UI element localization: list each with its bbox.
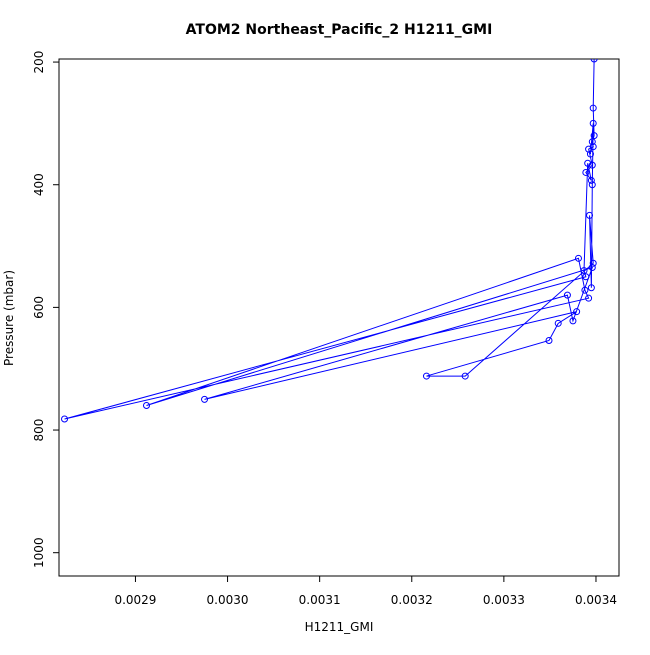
data-point — [574, 254, 582, 262]
data-point — [588, 181, 596, 189]
data-point — [590, 59, 598, 63]
data-point — [586, 211, 594, 219]
x-tick-label: 0.0031 — [299, 593, 341, 607]
plot-area — [61, 59, 598, 423]
data-point — [587, 284, 595, 292]
data-point — [585, 294, 593, 302]
plot-frame — [58, 58, 620, 577]
data-point — [545, 336, 553, 344]
data-point — [461, 372, 469, 380]
x-tick-label: 0.0033 — [483, 593, 525, 607]
data-point — [569, 317, 577, 325]
data-point — [582, 273, 590, 281]
series-line — [64, 59, 595, 420]
y-tick-label: 400 — [32, 173, 46, 196]
data-point — [590, 132, 598, 140]
data-point — [554, 319, 562, 327]
data-point — [581, 286, 589, 294]
x-axis-label: H1211_GMI — [305, 620, 374, 634]
chart-title: ATOM2 Northeast_Pacific_2 H1211_GMI — [186, 22, 493, 38]
data-point — [588, 138, 596, 146]
y-tick-label: 200 — [32, 51, 46, 74]
data-point — [586, 150, 594, 158]
y-tick-label: 800 — [32, 419, 46, 442]
data-point — [589, 104, 597, 112]
y-axis-label: Pressure (mbar) — [2, 270, 16, 366]
x-tick-label: 0.0029 — [114, 593, 156, 607]
series-group — [61, 59, 598, 423]
data-point — [580, 267, 588, 275]
data-point — [573, 308, 581, 316]
data-point — [589, 119, 597, 127]
x-tick-label: 0.0032 — [391, 593, 433, 607]
data-point — [588, 264, 596, 272]
y-tick-label: 1000 — [32, 537, 46, 568]
data-point — [201, 395, 209, 403]
data-point — [584, 159, 592, 167]
data-point — [589, 259, 597, 267]
data-point — [61, 415, 69, 423]
x-tick-label: 0.0034 — [575, 593, 617, 607]
x-axis: 0.0029 0.0030 0.0031 0.0032 0.0033 0.0034 — [114, 576, 617, 607]
y-tick-label: 600 — [32, 296, 46, 319]
y-axis: 200 400 600 800 1000 — [32, 51, 59, 568]
data-point — [587, 176, 595, 184]
data-point — [563, 291, 571, 299]
x-tick-label: 0.0030 — [207, 593, 249, 607]
data-point — [143, 402, 150, 410]
data-point — [588, 161, 596, 169]
data-point — [423, 372, 430, 380]
data-point — [582, 168, 590, 176]
data-point — [585, 145, 593, 153]
